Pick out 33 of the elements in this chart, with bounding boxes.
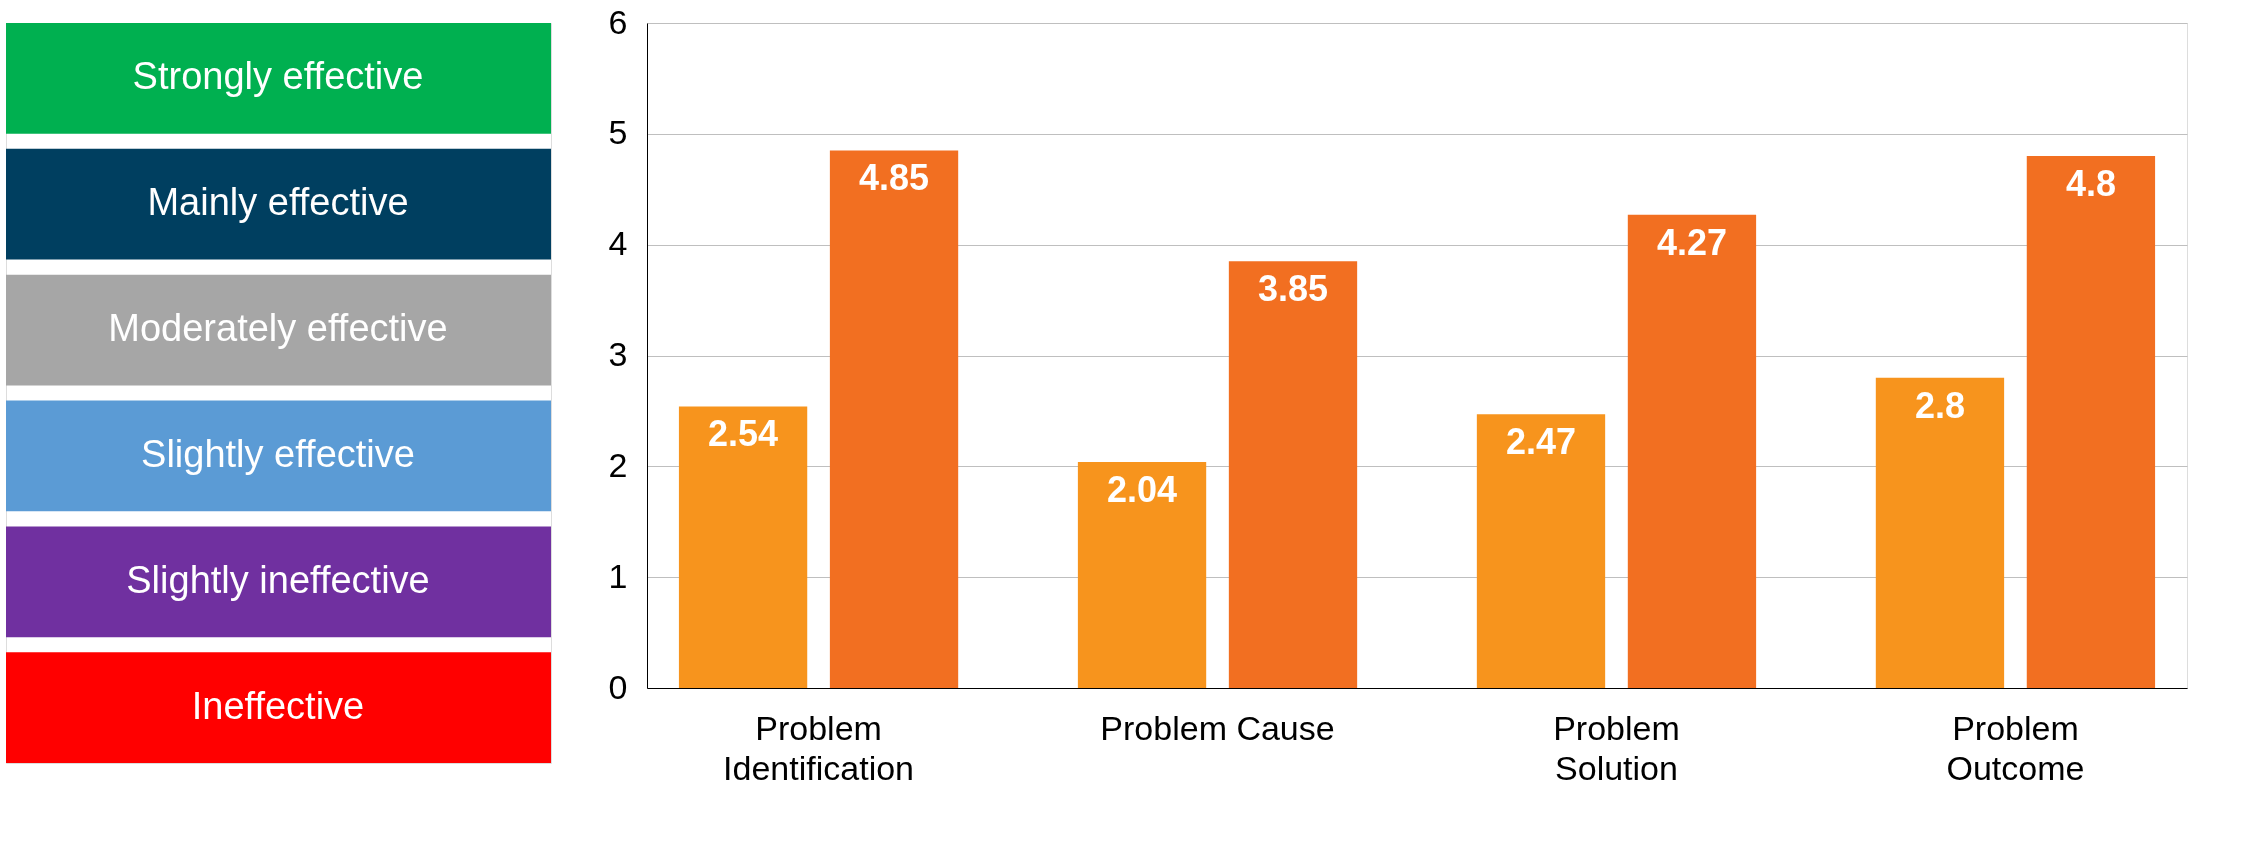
y-tick-label: 3 (608, 335, 628, 373)
data-label: 2.04 (1107, 468, 1178, 510)
y-tick-label: 5 (608, 113, 628, 152)
y-tick-label: 1 (608, 556, 628, 595)
bar (678, 406, 808, 688)
bar (829, 150, 959, 688)
category-label: Ineffective (191, 684, 365, 727)
data-label: 4.8 (2065, 163, 2116, 204)
category-label: Slightly ineffective (126, 558, 430, 601)
x-tick-label: Problem Cause (1100, 708, 1335, 747)
data-label: 4.85 (858, 157, 930, 199)
bar (2026, 156, 2156, 688)
y-tick-label: 4 (608, 224, 628, 263)
x-tick-label: Problem Solution (1553, 708, 1680, 787)
category-label: Moderately effective (108, 307, 448, 350)
category-label: Slightly effective (141, 432, 415, 475)
y-tick-label: 2 (608, 445, 628, 484)
data-label: 4.27 (1656, 221, 1727, 263)
category-label: Mainly effective (147, 181, 409, 224)
y-tick-label: 6 (608, 2, 628, 41)
data-label: 2.8 (1914, 384, 1965, 426)
data-label: 2.54 (708, 413, 779, 455)
x-tick-label: Problem Outcome (1946, 708, 2085, 787)
bar (1077, 461, 1207, 688)
data-label: 3.85 (1257, 268, 1329, 310)
bar (1228, 261, 1358, 688)
x-tick-label: Problem Identification (723, 708, 915, 787)
bar (1627, 214, 1757, 688)
bar (1875, 377, 2005, 688)
category-label: Strongly effective (132, 55, 424, 98)
data-label: 2.47 (1505, 421, 1577, 463)
y-tick-label: 0 (608, 667, 628, 706)
bar (1476, 414, 1606, 688)
